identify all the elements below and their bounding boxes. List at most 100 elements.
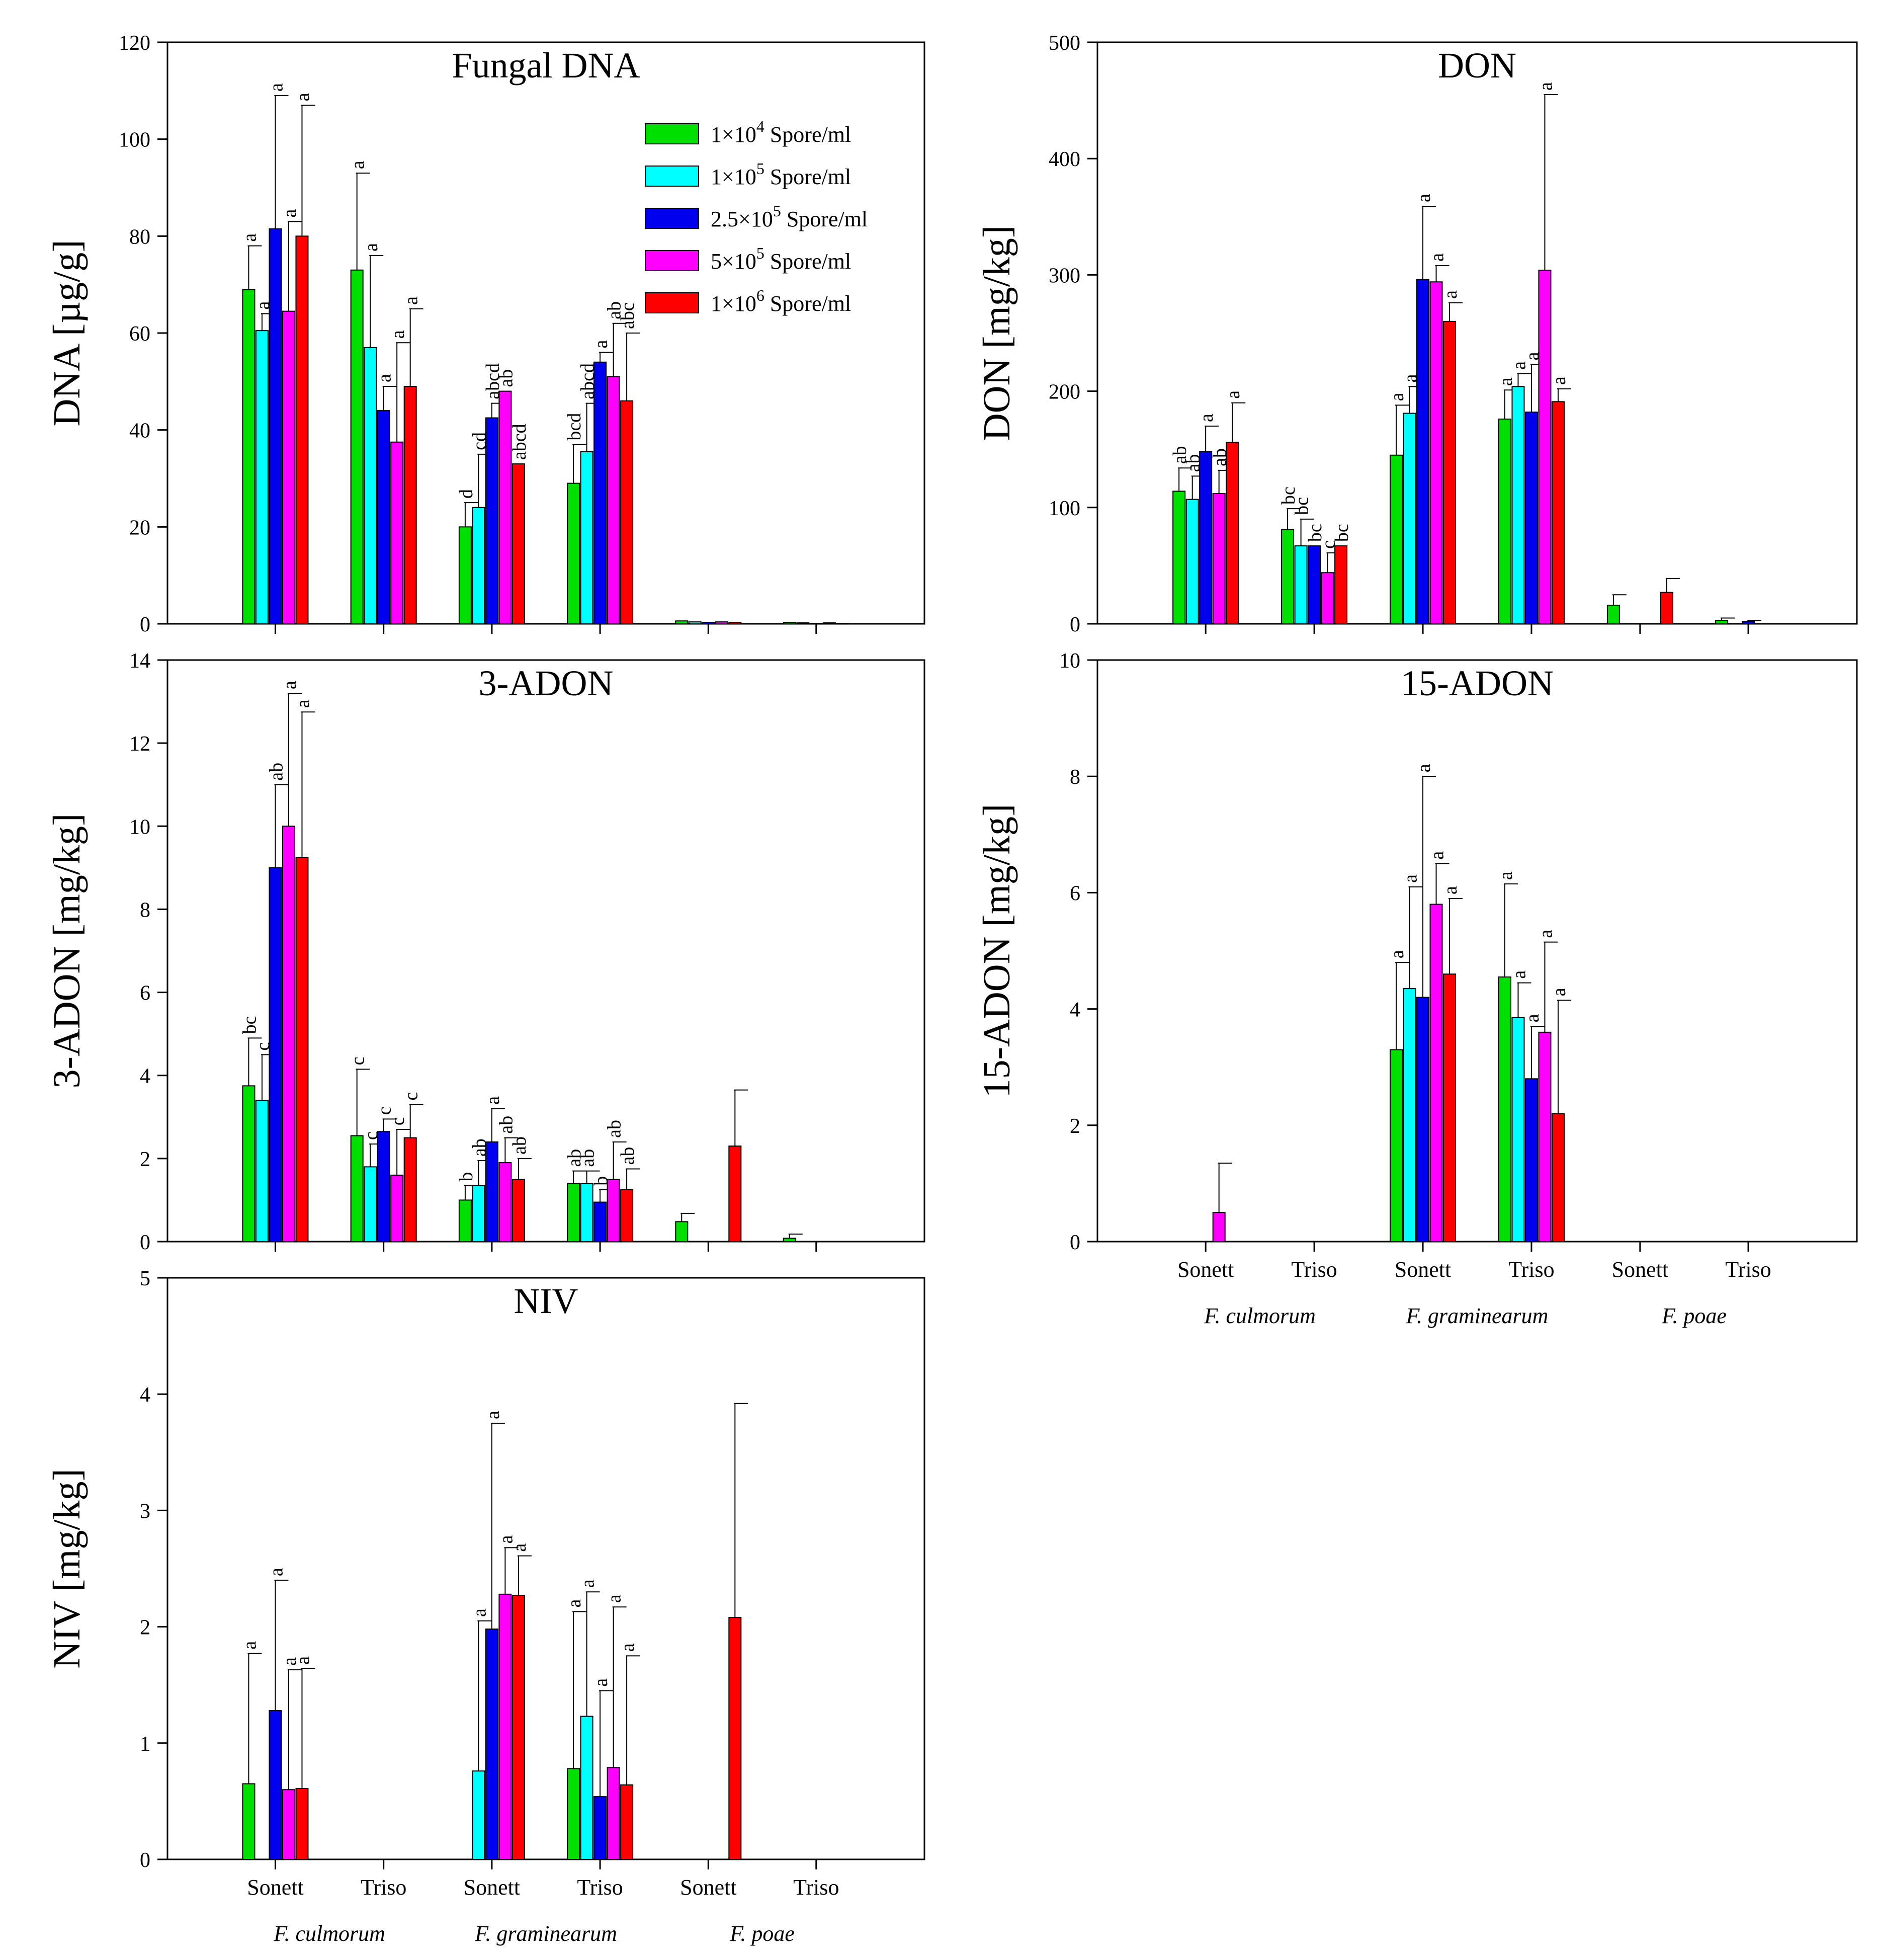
bar xyxy=(1551,401,1565,625)
significance-letter: a xyxy=(292,93,313,101)
plot-frame xyxy=(1096,659,1858,1243)
significance-letter: ab xyxy=(495,1116,517,1134)
y-axis-label: DNA [µg/g] xyxy=(46,240,88,427)
significance-letter: a xyxy=(617,1643,638,1652)
chart-title: DON xyxy=(1438,45,1516,86)
significance-letter: ab xyxy=(266,763,287,781)
bar xyxy=(836,623,849,625)
bar xyxy=(783,622,796,624)
x-tick-label: Triso xyxy=(1508,1257,1554,1282)
y-tick-label: 4 xyxy=(1070,999,1080,1022)
species-label: F. poae xyxy=(729,1921,795,1946)
legend: 1×104 Spore/ml 1×105 Spore/ml 2.5×105 Spor… xyxy=(645,117,868,316)
significance-letter: a xyxy=(1535,930,1556,938)
legend-label: 1×104 Spore/ml xyxy=(711,117,851,147)
bar xyxy=(458,1199,472,1242)
bar xyxy=(472,507,485,624)
significance-letter: a xyxy=(1400,374,1421,382)
significance-letter: c xyxy=(401,1092,422,1101)
significance-letter: a xyxy=(1196,414,1217,422)
significance-letter: a xyxy=(482,1411,503,1419)
significance-letter: ab xyxy=(604,1120,625,1138)
significance-letter: ab xyxy=(564,1149,585,1167)
bar xyxy=(593,361,607,624)
legend-swatch xyxy=(645,166,699,187)
significance-letter: ab xyxy=(1169,446,1190,464)
y-tick-label: 60 xyxy=(129,322,150,346)
significance-letter: b xyxy=(456,1172,477,1182)
significance-letter: a xyxy=(239,233,260,242)
bar xyxy=(242,1783,255,1860)
bar xyxy=(269,1710,282,1860)
bar xyxy=(702,622,715,624)
bar xyxy=(269,867,282,1243)
bar xyxy=(567,1183,580,1242)
y-tick-label: 5 xyxy=(140,1267,150,1290)
significance-letter: c xyxy=(361,1131,382,1140)
significance-letter: bc xyxy=(1292,497,1313,515)
bar xyxy=(567,482,580,625)
significance-letter: a xyxy=(604,1594,625,1603)
species-label: F. graminearum xyxy=(1406,1303,1549,1328)
y-tick-label: 8 xyxy=(1070,766,1080,789)
bar xyxy=(1416,997,1430,1242)
significance-letter: a xyxy=(239,1641,260,1650)
bar xyxy=(1538,1031,1552,1243)
x-tick-label: Sonett xyxy=(247,1875,303,1900)
bar xyxy=(255,330,269,624)
significance-letter: a xyxy=(279,681,300,689)
species-label: F. culmorum xyxy=(273,1921,385,1946)
significance-letter: a xyxy=(292,1656,313,1665)
plot-frame xyxy=(166,659,925,1243)
bar xyxy=(580,1183,593,1242)
bar xyxy=(675,620,689,624)
bar xyxy=(1212,493,1226,625)
significance-letter: ab xyxy=(495,369,517,387)
bar xyxy=(295,1787,309,1860)
x-tick-label: Sonett xyxy=(1395,1257,1451,1282)
bar xyxy=(593,1796,607,1860)
significance-letter: c xyxy=(252,1042,274,1051)
significance-letter: abcd xyxy=(509,424,530,460)
significance-letter: a xyxy=(1223,390,1244,399)
significance-letter: bc xyxy=(1305,524,1326,542)
bar xyxy=(1334,545,1348,624)
y-tick-label: 2 xyxy=(140,1148,150,1171)
significance-letter: a xyxy=(590,340,612,349)
bar xyxy=(1185,499,1199,625)
y-tick-label: 14 xyxy=(129,649,150,673)
significance-letter: a xyxy=(1495,377,1516,386)
bar xyxy=(511,1179,525,1242)
bar xyxy=(485,417,498,624)
significance-letter: a xyxy=(348,160,369,169)
significance-letter: a xyxy=(1400,874,1421,883)
bar xyxy=(1511,386,1525,624)
bar xyxy=(620,400,634,624)
y-tick-label: 300 xyxy=(1049,264,1080,287)
y-tick-label: 2 xyxy=(140,1616,150,1640)
significance-letter: a xyxy=(1427,253,1448,262)
y-tick-label: 6 xyxy=(140,982,150,1005)
bar xyxy=(350,1135,364,1243)
x-tick-label: Triso xyxy=(1291,1257,1337,1282)
bar xyxy=(269,228,282,624)
bar xyxy=(593,1201,607,1242)
x-tick-label: Sonett xyxy=(1177,1257,1234,1282)
significance-letter: a xyxy=(1522,1014,1543,1022)
x-tick-label: Triso xyxy=(577,1875,623,1900)
bar xyxy=(1212,1212,1226,1242)
bar xyxy=(282,826,295,1243)
significance-letter: a xyxy=(361,243,382,252)
bar xyxy=(1538,270,1552,624)
significance-letter: a xyxy=(469,1608,490,1617)
bar xyxy=(607,1179,620,1242)
bar xyxy=(511,1595,525,1860)
bar xyxy=(498,1162,512,1242)
bar xyxy=(485,1141,498,1243)
y-tick-label: 0 xyxy=(1070,1231,1080,1254)
significance-letter: a xyxy=(1549,376,1570,385)
legend-swatch xyxy=(645,292,699,313)
bar xyxy=(282,310,295,624)
significance-letter: a xyxy=(1522,352,1543,360)
